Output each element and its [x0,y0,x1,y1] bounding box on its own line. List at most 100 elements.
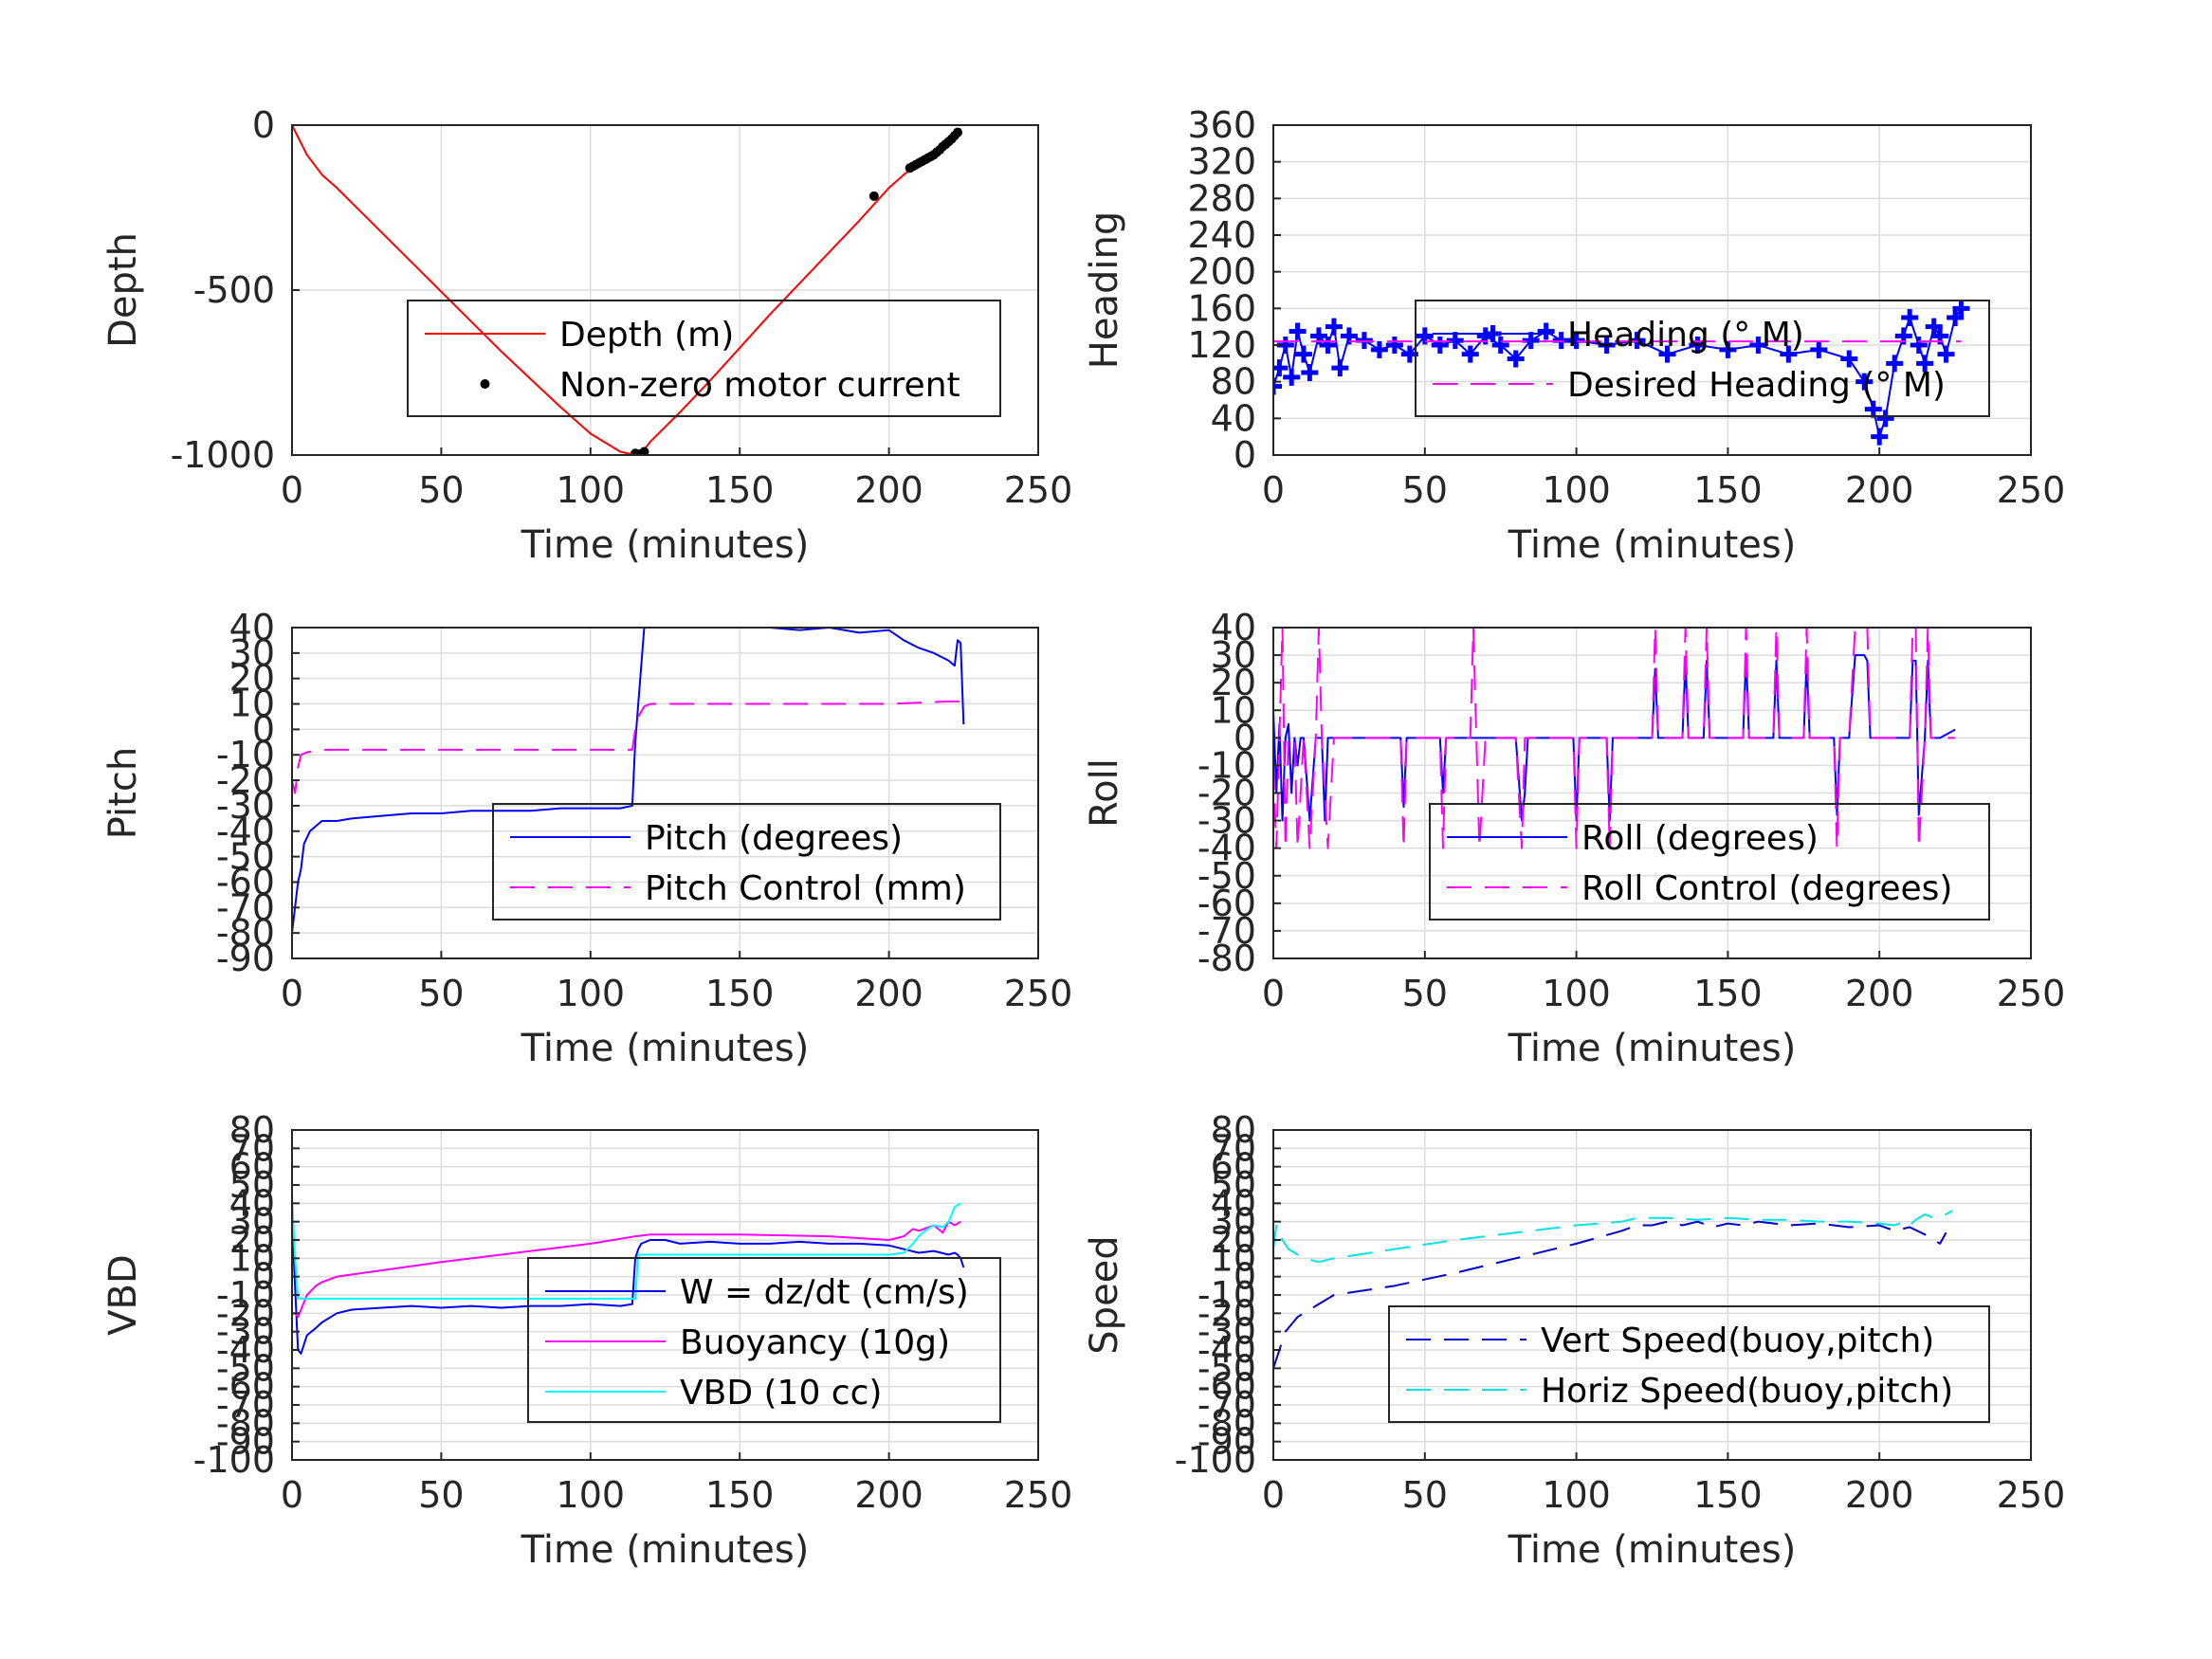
y-tick-label: -20 [216,759,275,801]
legend-entry-label: Roll (degrees) [1581,819,1819,858]
x-tick-label: 150 [705,1474,775,1516]
x-tick-label: 200 [854,469,923,511]
y-tick-label: -20 [1197,773,1256,814]
series-1-marker [1319,337,1337,354]
y-tick-label: -20 [1197,1292,1256,1334]
y-axis-label: Depth [101,232,145,348]
legend-entry-label: Pitch (degrees) [645,819,903,858]
series-2-line [292,700,964,794]
legend: Heading (° M) Desired Heading (° M) [1415,300,1990,417]
legend-entry-label: Desired Heading (° M) [1567,366,1946,405]
series-1-marker [1719,340,1737,358]
x-axis-label: Time (minutes) [1508,1528,1797,1572]
series-1-line [292,628,965,934]
series-1-line [1273,1220,1947,1369]
legend-entry-label: W = dz/dt (cm/s) [680,1273,969,1312]
y-tick-label: -60 [1197,883,1256,924]
legend: Depth (m) Non-zero motor current [407,300,1001,417]
plot-area [292,628,1038,958]
series-2-line [292,1220,961,1319]
y-tick-label: -100 [193,1439,275,1481]
y-tick-label: -50 [216,836,275,878]
x-axis-label: Time (minutes) [521,1528,810,1572]
y-axis-label: VBD [101,1254,145,1336]
subplot-3: 0 50 100 150 200 250-90-80-70-60-50-40-30-20-… [101,607,1072,1070]
series-1-marker [1925,318,1943,336]
series-1-line [292,1221,965,1355]
y-tick-label: -80 [1197,938,1256,979]
y-tick-label: 280 [1187,177,1256,219]
x-tick-label: 250 [1997,469,2066,511]
x-tick-label: 50 [418,469,464,511]
y-tick-label: 0 [1234,717,1256,758]
legend: Pitch (degrees) Pitch Control (mm) [492,803,1001,921]
series-1-marker [1658,345,1676,363]
y-tick-label: -70 [216,1384,275,1426]
x-axis-label: Time (minutes) [1508,523,1797,567]
x-tick-label: 50 [1402,973,1448,1014]
y-tick-label: 30 [229,1201,275,1243]
y-tick-label: -40 [216,811,275,852]
y-tick-label: -30 [1197,1311,1256,1353]
series-1-marker [1810,340,1828,358]
y-tick-label: 20 [1211,1219,1256,1261]
series-group [292,1194,965,1355]
y-tick-label: 120 [1187,324,1256,366]
y-tick-label: 30 [229,632,275,674]
legend-box [492,803,1001,921]
axes-box [291,627,1039,959]
y-tick-label: 80 [229,1109,275,1151]
y-tick-label: -60 [1197,1366,1256,1408]
series-1-marker [1856,373,1874,391]
y-tick-label: -30 [216,785,275,827]
legend-swatch [480,379,490,389]
y-tick-label: -60 [216,1366,275,1408]
y-tick-label: -90 [216,1421,275,1463]
y-tick-label: 50 [1211,1164,1256,1206]
x-axis-label: Time (minutes) [521,523,810,567]
y-tick-label: 160 [1187,287,1256,329]
series-1-marker [1876,410,1894,428]
y-tick-label: -30 [1197,800,1256,842]
y-tick-label: 20 [229,1219,275,1261]
x-tick-label: 0 [1262,1474,1285,1516]
y-axis-label: Heading [1083,211,1126,369]
series-1-marker [1273,377,1282,395]
y-tick-label: 0 [252,708,275,750]
y-tick-label: -500 [193,269,275,311]
series-1-marker [1916,355,1934,373]
y-tick-label: 60 [229,1146,275,1188]
y-tick-label: 40 [1211,607,1256,648]
series-1-marker [1461,345,1479,363]
series-1-marker [1864,400,1882,418]
x-tick-label: 0 [281,973,303,1014]
series-1-marker [1598,337,1616,354]
legend: Roll (degrees) Roll Control (degrees) [1429,803,1990,921]
y-tick-label: -50 [1197,1347,1256,1389]
series-2-point [639,447,649,455]
series-1-marker [1871,428,1889,446]
y-tick-label: 240 [1187,214,1256,256]
x-tick-label: 50 [418,973,464,1014]
y-tick-label: 50 [229,1164,275,1206]
legend-entry-label: Pitch Control (mm) [645,869,966,908]
y-tick-label: -10 [216,734,275,775]
series-group [1273,628,1956,849]
series-1-marker [1952,300,1970,318]
y-tick-label: 30 [1211,1201,1256,1243]
series-1-marker [1947,309,1965,326]
legend-box [407,300,1001,417]
y-tick-label: 10 [229,684,275,725]
legend: Vert Speed(buoy,pitch) Horiz Speed(buoy,p… [1388,1305,1990,1423]
x-tick-label: 0 [1262,973,1285,1014]
y-tick-label: -1000 [171,434,275,476]
y-axis-label: Speed [1083,1235,1126,1354]
x-tick-label: 0 [1262,469,1285,511]
x-tick-label: 150 [1693,469,1763,511]
y-tick-label: -50 [216,1347,275,1389]
legend-entry-label: Roll Control (degrees) [1581,869,1952,908]
plot-area [1273,125,2031,455]
y-tick-label: -70 [1197,1384,1256,1426]
series-group [1273,300,1970,446]
